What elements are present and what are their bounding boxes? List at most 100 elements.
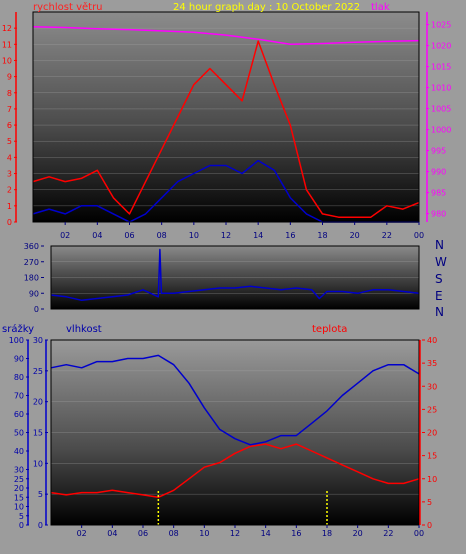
x-tick-label-top: 00 [414,231,424,240]
plot-background-wind [33,12,419,222]
wind-speed-tick-label: 11 [2,40,12,49]
temperature-tick-label: 10 [427,475,437,484]
x-tick-label-bottom: 10 [199,529,209,538]
series-line-pressure [32,25,420,46]
wind-speed-tick-label: 2 [7,186,12,195]
temperature-tick-label: 5 [427,498,432,507]
pressure-tick-label: 995 [431,147,446,156]
series-line-humidity [50,354,420,446]
humidity-tick-label: 15 [33,429,43,438]
rain-tick-label: 80 [14,373,24,382]
direction-tick-label: 0 [34,305,39,314]
x-tick-label-top: 12 [221,231,231,240]
rain-tick-label: 90 [14,355,24,364]
rain-tick-label: 100 [9,336,24,345]
x-tick-label-bottom: 08 [169,529,179,538]
direction-label-w: W [435,255,447,269]
wind-speed-tick-label: 6 [7,121,12,130]
wind-speed-tick-label: 0 [7,218,12,227]
wind-speed-tick-label: 3 [7,170,12,179]
pressure-tick-label: 1000 [431,126,451,135]
rain-tick-label: 15 [14,493,24,502]
x-tick-label-top: 14 [253,231,263,240]
wind-speed-tick-label: 1 [7,202,12,211]
humidity-tick-label: 0 [38,521,43,530]
direction-label-n-bottom: N [435,305,444,319]
right-axis-title: tlak [371,2,390,13]
temperature-tick-label: 25 [427,405,437,414]
x-tick-label-top: 06 [124,231,134,240]
wind-speed-tick-label: 7 [7,105,12,114]
x-tick-label-top: 18 [317,231,327,240]
x-tick-label-top: 08 [157,231,167,240]
pressure-tick-label: 990 [431,168,446,177]
x-tick-label-top: 04 [92,231,102,240]
temperature-tick-label: 30 [427,382,437,391]
wind-speed-tick-label: 5 [7,137,12,146]
direction-label-n-top: N [435,238,444,252]
temperature-tick-label: 35 [427,359,437,368]
rain-tick-label: 20 [14,484,24,493]
humidity-axis-title: vlhkost [66,324,102,335]
rain-tick-label: 5 [19,512,24,521]
rain-tick-label: 70 [14,392,24,401]
x-tick-label-bottom: 04 [107,529,117,538]
x-tick-label-bottom: 02 [77,529,87,538]
wind-speed-tick-label: 10 [2,56,12,65]
humidity-tick-label: 20 [33,398,43,407]
chart-title: 24 hour graph day : 10 October 2022 [173,2,360,13]
direction-tick-label: 90 [29,289,39,298]
x-tick-label-bottom: 20 [353,529,363,538]
x-tick-label-bottom: 16 [291,529,301,538]
x-tick-label-bottom: 18 [322,529,332,538]
rain-tick-label: 30 [14,466,24,475]
direction-tick-label: 360 [24,242,39,251]
x-tick-label-top: 10 [189,231,199,240]
x-tick-label-bottom: 00 [414,529,424,538]
pressure-tick-label: 980 [431,210,446,219]
direction-tick-label: 180 [24,274,39,283]
x-tick-label-top: 02 [60,231,70,240]
humidity-tick-label: 30 [33,336,43,345]
x-tick-label-top: 16 [285,231,295,240]
series-line-wind-direction [50,248,420,302]
temperature-tick-label: 20 [427,429,437,438]
rain-tick-label: 40 [14,447,24,456]
humidity-tick-label: 10 [33,459,43,468]
x-tick-label-bottom: 22 [383,529,393,538]
temperature-tick-label: 40 [427,336,437,345]
plot-frame-direction [50,245,420,310]
rain-tick-label: 60 [14,410,24,419]
pressure-tick-label: 1025 [431,21,451,30]
direction-label-e: E [435,289,443,303]
wind-speed-tick-label: 8 [7,89,12,98]
left-axis-title: rychlost větru [33,1,103,13]
pressure-tick-label: 1010 [431,84,451,93]
humidity-tick-label: 5 [38,490,43,499]
rain-tick-label: 50 [14,429,24,438]
temperature-tick-label: 0 [427,521,432,530]
rain-tick-label: 0 [19,521,24,530]
temperature-tick-label: 15 [427,452,437,461]
direction-label-s: S [435,272,443,286]
series-line-temperature [50,443,420,499]
rain-tick-label: 10 [14,503,24,512]
wind-speed-tick-label: 9 [7,73,12,82]
pressure-tick-label: 985 [431,189,446,198]
x-tick-label-top: 22 [382,231,392,240]
series-line-gust [32,40,420,218]
pressure-tick-label: 1005 [431,105,451,114]
humidity-tick-label: 25 [33,367,43,376]
pressure-tick-label: 1020 [431,42,451,51]
direction-tick-label: 270 [24,258,39,267]
wind-speed-tick-label: 12 [2,24,12,33]
rain-axis-title: srážky [2,323,34,335]
x-tick-label-bottom: 12 [230,529,240,538]
pressure-tick-label: 1015 [431,63,451,72]
rain-tick-label: 25 [14,475,24,484]
wind-speed-tick-label: 4 [7,153,12,162]
x-tick-label-top: 20 [350,231,360,240]
x-tick-label-bottom: 14 [261,529,271,538]
